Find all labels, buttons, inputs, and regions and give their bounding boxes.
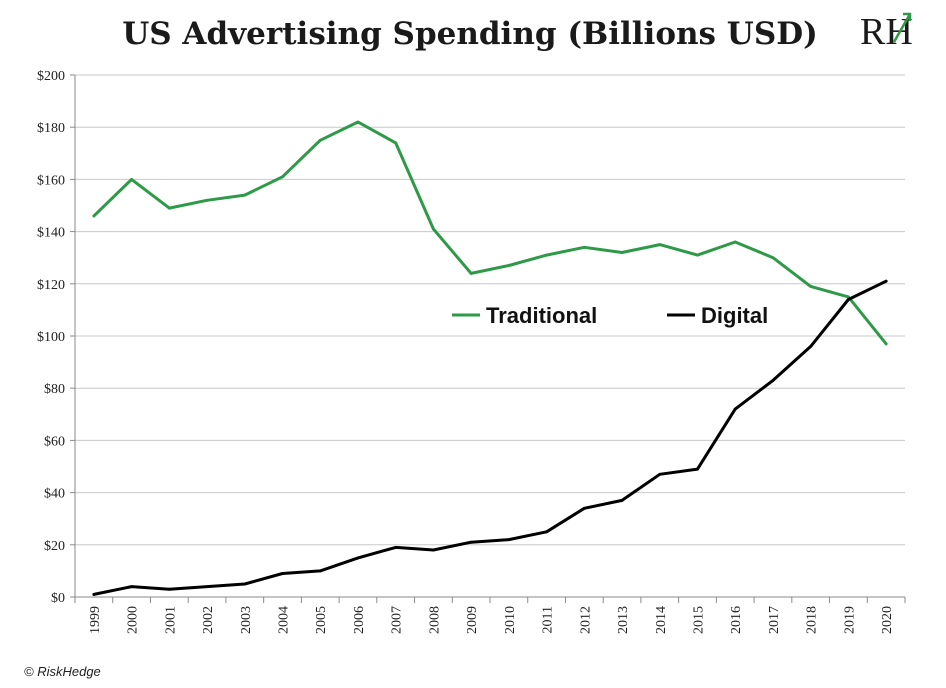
data-point-digital (733, 407, 737, 411)
x-tick-label: 2010 (503, 606, 518, 634)
data-point-digital (847, 298, 850, 301)
legend-label-digital: Digital (701, 303, 768, 328)
data-point-digital (696, 467, 699, 471)
data-point-digital (620, 499, 624, 502)
y-tick-label: $180 (37, 121, 65, 136)
x-tick-label: 2007 (390, 606, 405, 634)
copyright-credit: © RiskHedge (24, 664, 101, 679)
data-point-digital (582, 506, 586, 510)
x-tick-label: 2020 (880, 606, 895, 634)
x-tick-label: 2014 (654, 606, 669, 634)
data-point-traditional (582, 245, 586, 249)
x-tick-label: 2009 (465, 606, 480, 634)
y-tick-label: $120 (37, 278, 65, 293)
legend: Traditional Digital (452, 303, 768, 328)
data-point-traditional (318, 138, 322, 142)
series-line-digital (92, 279, 888, 596)
chart-title: US Advertising Spending (Billions USD) (122, 16, 818, 52)
data-point-traditional (205, 198, 209, 202)
data-point-digital (167, 587, 171, 591)
y-tick-label: $80 (44, 382, 65, 397)
gridlines (75, 74, 905, 546)
data-point-digital (507, 538, 511, 541)
y-tick-label: $40 (44, 487, 65, 502)
x-tick-label: 2011 (541, 606, 556, 633)
y-tick-label: $160 (37, 173, 65, 188)
data-point-traditional (809, 285, 813, 288)
series-line-traditional (92, 120, 888, 346)
data-point-traditional (92, 214, 96, 218)
data-point-digital (281, 572, 284, 575)
data-point-digital (205, 585, 209, 588)
data-point-traditional (281, 175, 284, 179)
data-point-traditional (545, 253, 548, 257)
x-tick-label: 2000 (126, 606, 141, 634)
x-axis-ticks: 1999 2000 2001 2002 2003 2004 2005 2006 2007 2008… (74, 597, 906, 634)
series-lines (92, 120, 888, 596)
data-point-traditional (432, 227, 435, 231)
data-point-digital (771, 379, 775, 382)
data-point-digital (318, 569, 322, 573)
x-tick-label: 2006 (352, 606, 367, 634)
y-axis-ticks: $0 $20 $40 $60 $80 $100 $120 $140 $160 $180 $200 (37, 69, 75, 606)
data-point-digital (658, 472, 662, 476)
data-point-traditional (243, 193, 247, 197)
x-tick-label: 2015 (692, 606, 707, 634)
logo: RH (860, 11, 913, 53)
x-tick-label: 2003 (239, 606, 254, 634)
y-tick-label: $20 (44, 539, 65, 554)
data-point-traditional (507, 264, 511, 267)
y-tick-label: $200 (37, 69, 65, 84)
logo-text: RH (860, 11, 913, 53)
y-tick-label: $100 (37, 330, 65, 345)
data-point-traditional (469, 272, 473, 275)
data-point-traditional (733, 240, 737, 244)
x-tick-label: 2002 (201, 606, 216, 634)
data-point-traditional (130, 178, 134, 181)
x-tick-label: 2019 (842, 606, 857, 634)
data-point-digital (545, 530, 548, 534)
x-tick-label: 2017 (767, 606, 782, 634)
y-tick-label: $140 (37, 226, 65, 241)
data-point-digital (356, 556, 360, 560)
data-point-traditional (167, 206, 171, 210)
data-point-traditional (884, 342, 888, 346)
data-point-digital (130, 585, 134, 588)
x-tick-label: 2012 (578, 606, 593, 634)
y-tick-label: $0 (51, 591, 65, 606)
x-tick-label: 2001 (163, 606, 178, 634)
data-point-digital (469, 540, 473, 544)
logo-arrow-icon (892, 12, 912, 43)
data-point-digital (809, 345, 813, 348)
x-tick-label: 2018 (805, 606, 820, 634)
x-tick-label: 1999 (88, 606, 103, 634)
data-point-traditional (696, 253, 699, 257)
data-point-digital (432, 548, 435, 552)
data-point-traditional (620, 251, 624, 254)
x-tick-label: 2008 (427, 606, 442, 634)
data-point-digital (394, 546, 398, 549)
legend-label-traditional: Traditional (486, 303, 597, 328)
x-tick-label: 2004 (277, 606, 292, 634)
data-point-traditional (771, 256, 775, 260)
data-point-traditional (394, 141, 398, 145)
data-point-digital (243, 582, 247, 586)
y-tick-label: $60 (44, 434, 65, 449)
data-point-digital (92, 593, 96, 596)
x-tick-label: 2013 (616, 606, 631, 634)
data-point-traditional (658, 243, 662, 247)
x-tick-label: 2005 (314, 606, 329, 634)
data-point-digital (884, 279, 888, 283)
x-tick-label: 2016 (729, 606, 744, 634)
data-point-traditional (356, 120, 360, 124)
